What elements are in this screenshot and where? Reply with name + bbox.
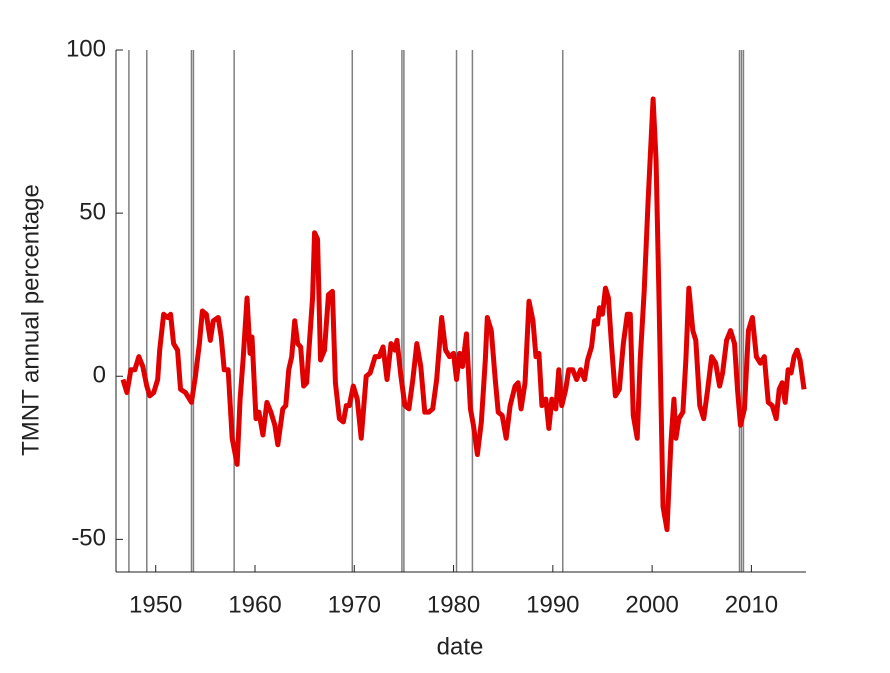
x-axis-label: date xyxy=(437,633,484,660)
x-tick-label: 1990 xyxy=(526,591,579,618)
x-tick-label: 1960 xyxy=(228,591,281,618)
x-tick-label: 1980 xyxy=(427,591,480,618)
x-tick-label: 1970 xyxy=(328,591,381,618)
x-tick-label: 2010 xyxy=(725,591,778,618)
data-line xyxy=(120,96,807,533)
y-tick-label: 100 xyxy=(66,35,106,62)
y-tick-label: -50 xyxy=(71,525,106,552)
y-axis-label: TMNT annual percentage xyxy=(17,184,44,456)
x-tick-label: 1950 xyxy=(129,591,182,618)
y-tick-label: 0 xyxy=(93,362,106,389)
y-tick-label: 50 xyxy=(79,198,106,225)
x-tick-label: 2000 xyxy=(625,591,678,618)
